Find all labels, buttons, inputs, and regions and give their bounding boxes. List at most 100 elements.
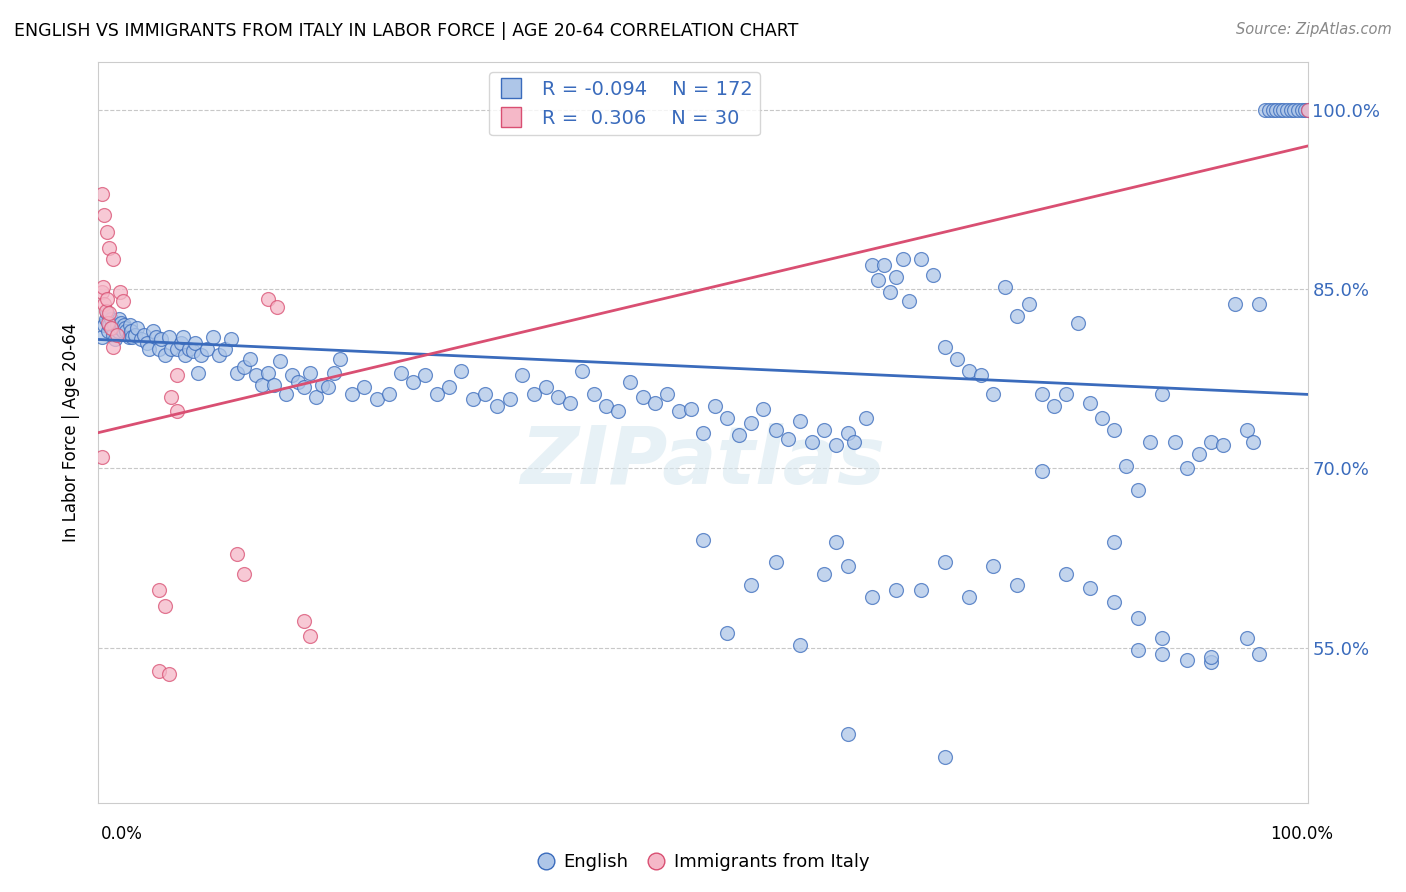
Point [607, 404, 630, 418]
Point [994, 280, 1017, 294]
Point [716, 626, 738, 640]
Point [127, 320, 149, 334]
Point [232, 566, 254, 581]
Point [1031, 387, 1053, 401]
Point [879, 285, 901, 299]
Point [957, 363, 980, 377]
Point [981, 559, 1004, 574]
Point [118, 330, 141, 344]
Point [98, 306, 121, 320]
Point [868, 273, 890, 287]
Point [96, 306, 118, 320]
Point [1018, 296, 1040, 310]
Point [1294, 103, 1316, 118]
Point [789, 414, 811, 428]
Point [1091, 411, 1114, 425]
Point [100, 320, 122, 334]
Point [1257, 103, 1279, 118]
Point [1272, 103, 1295, 118]
Point [94, 312, 117, 326]
Point [292, 615, 315, 629]
Point [1296, 103, 1319, 118]
Point [957, 591, 980, 605]
Point [668, 404, 690, 418]
Point [1249, 296, 1271, 310]
Point [172, 330, 194, 344]
Point [108, 312, 131, 326]
Point [1261, 103, 1284, 118]
Point [534, 380, 557, 394]
Point [323, 366, 346, 380]
Point [166, 368, 188, 383]
Point [716, 411, 738, 425]
Point [1275, 103, 1298, 118]
Point [1212, 437, 1234, 451]
Point [97, 316, 120, 330]
Point [547, 390, 569, 404]
Point [202, 330, 225, 344]
Point [111, 324, 134, 338]
Point [776, 432, 799, 446]
Point [1102, 535, 1125, 549]
Point [245, 368, 267, 383]
Point [226, 548, 249, 562]
Point [91, 450, 114, 464]
Point [266, 300, 288, 314]
Point [118, 318, 141, 333]
Point [93, 208, 115, 222]
Point [114, 320, 136, 334]
Point [153, 599, 176, 613]
Point [105, 318, 128, 333]
Point [299, 629, 322, 643]
Point [498, 392, 520, 407]
Point [1042, 400, 1064, 414]
Point [740, 578, 762, 592]
Point [108, 320, 131, 334]
Point [142, 324, 165, 338]
Point [1139, 435, 1161, 450]
Point [1078, 396, 1101, 410]
Point [1236, 423, 1258, 437]
Point [157, 330, 180, 344]
Point [946, 351, 969, 366]
Point [413, 368, 436, 383]
Point [145, 330, 167, 344]
Point [138, 342, 160, 356]
Point [256, 292, 278, 306]
Point [1007, 309, 1029, 323]
Point [844, 435, 866, 450]
Point [1102, 595, 1125, 609]
Point [934, 750, 956, 764]
Point [1236, 631, 1258, 645]
Point [910, 252, 932, 267]
Point [232, 359, 254, 374]
Point [692, 533, 714, 547]
Point [886, 583, 908, 598]
Point [148, 342, 170, 356]
Point [402, 376, 425, 390]
Text: ENGLISH VS IMMIGRANTS FROM ITALY IN LABOR FORCE | AGE 20-64 CORRELATION CHART: ENGLISH VS IMMIGRANTS FROM ITALY IN LABO… [14, 22, 799, 40]
Point [583, 387, 606, 401]
Point [292, 380, 315, 394]
Point [160, 390, 183, 404]
Point [166, 404, 188, 418]
Point [679, 401, 702, 416]
Point [463, 392, 485, 407]
Point [226, 366, 249, 380]
Point [510, 368, 533, 383]
Point [256, 366, 278, 380]
Point [800, 435, 823, 450]
Point [837, 559, 859, 574]
Text: ZIPatlas: ZIPatlas [520, 423, 886, 501]
Point [837, 726, 859, 740]
Legend: English, Immigrants from Italy: English, Immigrants from Italy [529, 847, 877, 879]
Point [1279, 103, 1302, 118]
Point [91, 285, 114, 299]
Point [1067, 316, 1090, 330]
Point [108, 285, 131, 299]
Point [221, 333, 243, 347]
Point [595, 400, 617, 414]
Point [311, 377, 333, 392]
Point [486, 400, 509, 414]
Point [160, 342, 183, 356]
